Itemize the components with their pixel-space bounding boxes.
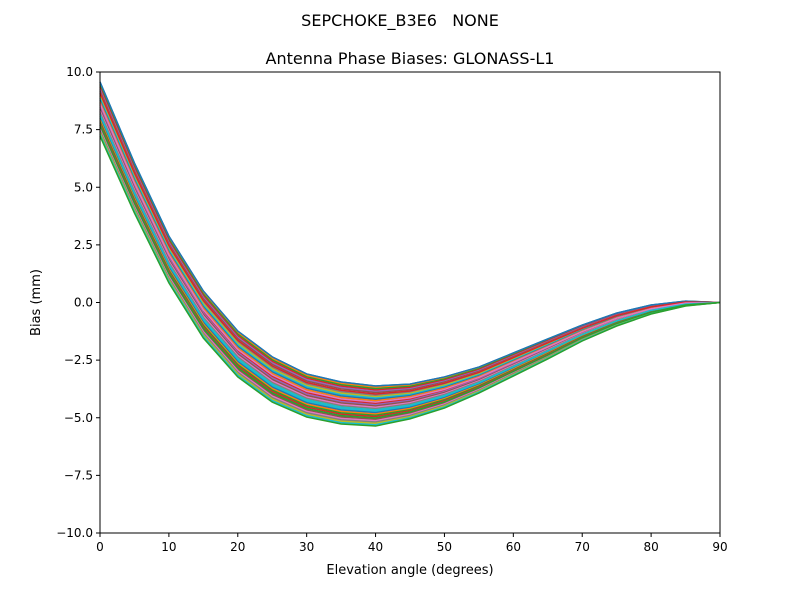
series-line-0 <box>99 81 721 387</box>
y-tick-label: −7.5 <box>64 468 93 482</box>
chart-title: Antenna Phase Biases: GLONASS-L1 <box>266 49 555 68</box>
x-tick-label: 60 <box>506 540 521 554</box>
y-tick-label: 7.5 <box>74 123 93 137</box>
series-line-2 <box>99 103 721 403</box>
x-tick-label: 20 <box>230 540 245 554</box>
x-tick-label: 40 <box>368 540 383 554</box>
y-axis-label: Bias (mm) <box>29 269 44 336</box>
series-line-fill <box>99 101 721 402</box>
series-line-fill <box>99 94 721 397</box>
series-line-fill <box>99 121 721 417</box>
chart-suptitle: SEPCHOKE_B3E6 NONE <box>301 11 499 31</box>
y-tick-label: 10.0 <box>66 65 93 79</box>
x-tick-label: 50 <box>437 540 452 554</box>
x-tick-label: 90 <box>712 540 727 554</box>
series-line-fill <box>99 124 721 419</box>
series-line-fill <box>99 81 721 387</box>
series-line-fill <box>99 114 721 411</box>
x-tick-label: 0 <box>96 540 104 554</box>
y-tick-label: −5.0 <box>64 411 93 425</box>
x-tick-label: 70 <box>575 540 590 554</box>
series-line-fill <box>99 123 721 418</box>
series-line-fill <box>99 96 721 398</box>
series-line-fill <box>99 115 721 413</box>
series-line-fill <box>99 117 721 414</box>
x-tick-label: 30 <box>299 540 314 554</box>
series-line-3 <box>99 114 721 411</box>
series-line-fill <box>99 97 720 399</box>
series-line-fill <box>99 87 721 391</box>
y-tick-label: −2.5 <box>64 353 93 367</box>
x-axis-label: Elevation angle (degrees) <box>326 563 493 578</box>
series-band <box>100 81 720 427</box>
series-line-fill <box>99 92 721 395</box>
plot-area <box>99 81 721 427</box>
series-line-fill <box>99 85 721 390</box>
series-line-fill <box>99 103 721 403</box>
series-line-fill <box>99 105 721 405</box>
y-tick-label: 2.5 <box>74 238 93 252</box>
series-line-fill <box>99 112 721 410</box>
x-axis: 0 10 20 30 40 50 60 70 80 90 <box>96 533 728 554</box>
series-line-fill <box>99 108 721 407</box>
series-line-fill <box>99 119 721 415</box>
series-line-1 <box>99 92 721 395</box>
series-line-fill <box>99 88 721 393</box>
x-tick-label: 10 <box>161 540 176 554</box>
y-axis: 10.0 7.5 5.0 2.5 0.0 −2.5 −5.0 −7.5 −10.0 <box>56 65 100 540</box>
y-tick-label: −10.0 <box>56 526 93 540</box>
y-tick-label: 5.0 <box>74 180 93 194</box>
y-tick-label: 0.0 <box>74 296 93 310</box>
series-line-fill <box>99 99 721 401</box>
series-line-fill <box>99 106 721 406</box>
series-line-fill <box>99 83 721 389</box>
series-line-4 <box>99 124 721 419</box>
series-line-5 <box>99 135 721 427</box>
series-line-fill <box>99 110 721 409</box>
series-line-fill <box>99 90 721 394</box>
x-tick-label: 80 <box>643 540 658 554</box>
